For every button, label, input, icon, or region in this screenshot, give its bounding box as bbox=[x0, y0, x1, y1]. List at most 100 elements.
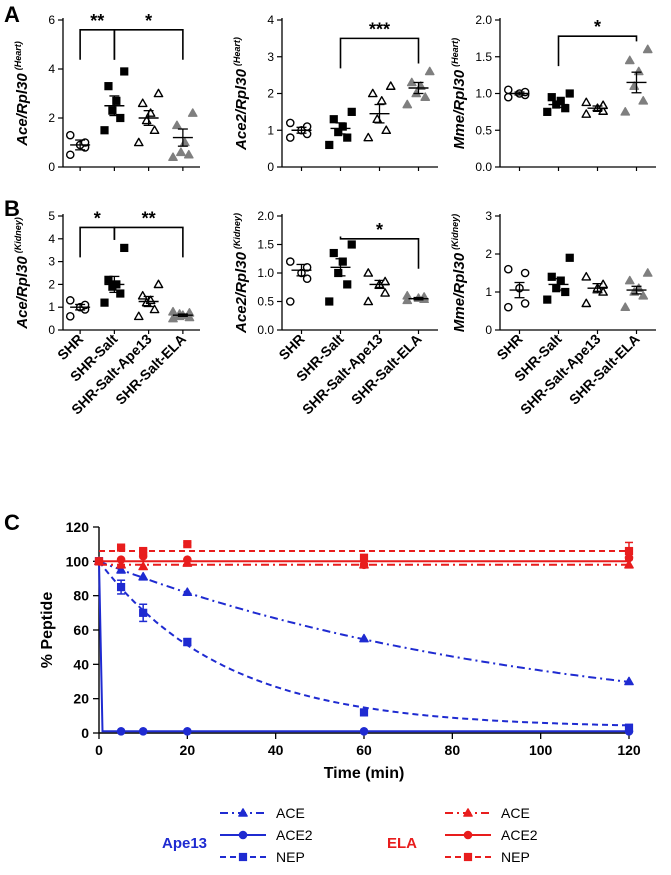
data-point bbox=[624, 676, 634, 686]
data-point bbox=[561, 104, 570, 113]
data-point bbox=[372, 114, 383, 124]
data-point bbox=[138, 571, 149, 581]
y-tick-label: 1.0 bbox=[475, 87, 492, 101]
data-point bbox=[380, 288, 390, 297]
x-tick-label: 60 bbox=[356, 742, 372, 758]
data-point bbox=[638, 290, 649, 300]
data-point bbox=[343, 280, 352, 289]
significance-stars: *** bbox=[369, 19, 390, 39]
data-point bbox=[565, 253, 574, 262]
data-point bbox=[285, 118, 295, 128]
y-tick-label: 0 bbox=[48, 323, 55, 337]
y-tick-label: 1.0 bbox=[257, 266, 274, 280]
data-point bbox=[116, 726, 126, 736]
legend-label: NEP bbox=[501, 849, 530, 865]
data-point bbox=[420, 92, 431, 101]
y-tick-label: 0.0 bbox=[475, 160, 492, 174]
data-point bbox=[543, 107, 552, 116]
data-point bbox=[168, 152, 178, 162]
data-point bbox=[104, 275, 113, 284]
y-tick-label: 1 bbox=[48, 300, 55, 314]
data-point bbox=[638, 96, 649, 105]
data-point bbox=[139, 546, 148, 556]
data-point bbox=[182, 587, 193, 597]
data-point bbox=[325, 140, 334, 150]
data-point bbox=[137, 290, 148, 300]
legend-title: ELA bbox=[387, 835, 417, 852]
x-axis-label: Time (min) bbox=[324, 765, 405, 782]
y-axis-label: Ace2/Rpl30 (Heart) bbox=[232, 37, 250, 151]
y-tick-label: 1.5 bbox=[475, 50, 492, 64]
fit-line bbox=[98, 560, 630, 727]
legend-title: Ape13 bbox=[162, 835, 207, 852]
data-point bbox=[624, 546, 634, 556]
y-axis-label: Ace2/Rpl30 (Kidney) bbox=[232, 213, 250, 334]
data-point bbox=[381, 125, 392, 135]
data-point bbox=[633, 66, 644, 76]
y-tick-label: 100 bbox=[66, 553, 90, 569]
data-point bbox=[137, 98, 148, 108]
y-axis-label-tissue: (Heart) bbox=[232, 37, 242, 66]
y-axis-label-main: Ace2/Rpl30 bbox=[233, 68, 250, 151]
data-point bbox=[347, 240, 356, 249]
data-point bbox=[581, 298, 592, 308]
y-axis-label: Mme/Rpl30 (Heart) bbox=[450, 38, 468, 149]
data-point bbox=[376, 96, 387, 105]
data-point bbox=[367, 88, 378, 98]
data-point bbox=[149, 125, 160, 135]
data-point bbox=[108, 106, 117, 115]
y-axis-label-main: Mme/Rpl30 bbox=[451, 69, 468, 149]
y-tick-label: 3 bbox=[267, 50, 274, 64]
significance-bracket bbox=[79, 226, 116, 258]
y-axis-label-main: Mme/Rpl30 bbox=[451, 252, 468, 332]
data-point bbox=[94, 557, 104, 566]
data-point bbox=[642, 268, 653, 277]
data-point bbox=[112, 96, 121, 105]
data-point bbox=[138, 561, 149, 571]
data-point bbox=[65, 312, 75, 321]
series-ape13-ace bbox=[94, 556, 634, 686]
data-point bbox=[149, 304, 160, 314]
legend-marker bbox=[463, 808, 473, 817]
chart-c: 0 20 40 60 80 100 120 0 20 40 60 80 100 120 Time (min)… bbox=[39, 519, 641, 865]
data-point bbox=[402, 99, 413, 109]
data-point bbox=[180, 137, 190, 147]
data-point bbox=[620, 302, 631, 312]
data-point bbox=[329, 115, 338, 124]
data-point bbox=[543, 295, 552, 304]
data-point bbox=[325, 297, 334, 306]
data-point bbox=[620, 107, 631, 116]
x-tick-label: 0 bbox=[95, 742, 103, 758]
data-point bbox=[329, 248, 338, 258]
fit-line bbox=[98, 561, 629, 733]
legend-label: ACE bbox=[501, 805, 530, 821]
data-point bbox=[302, 262, 312, 272]
significance-stars: ** bbox=[142, 208, 156, 228]
data-point bbox=[183, 555, 192, 564]
data-point bbox=[116, 565, 126, 574]
series-ela-nep bbox=[94, 540, 634, 566]
data-point bbox=[338, 257, 347, 266]
panel-label-c: C bbox=[4, 510, 20, 535]
data-point bbox=[624, 55, 635, 65]
y-tick-label: 2 bbox=[48, 111, 55, 125]
y-tick-label: 4 bbox=[48, 62, 55, 76]
y-axis-label-main: Ace2/Rpl30 bbox=[233, 251, 250, 334]
panel-label-a: A bbox=[4, 2, 20, 27]
data-point bbox=[168, 306, 178, 316]
data-point bbox=[363, 296, 374, 306]
y-tick-label: 4 bbox=[267, 13, 274, 27]
data-point bbox=[183, 726, 192, 736]
legend-marker bbox=[238, 830, 248, 840]
y-tick-label: 5 bbox=[48, 209, 55, 223]
data-point bbox=[363, 268, 374, 277]
data-point bbox=[503, 92, 513, 102]
y-tick-label: 0.5 bbox=[475, 123, 492, 137]
data-point bbox=[343, 133, 352, 142]
data-point bbox=[359, 708, 369, 717]
y-tick-label: 2.0 bbox=[257, 209, 274, 223]
data-point bbox=[139, 608, 148, 617]
data-point bbox=[598, 100, 608, 110]
significance-bracket bbox=[113, 29, 184, 60]
